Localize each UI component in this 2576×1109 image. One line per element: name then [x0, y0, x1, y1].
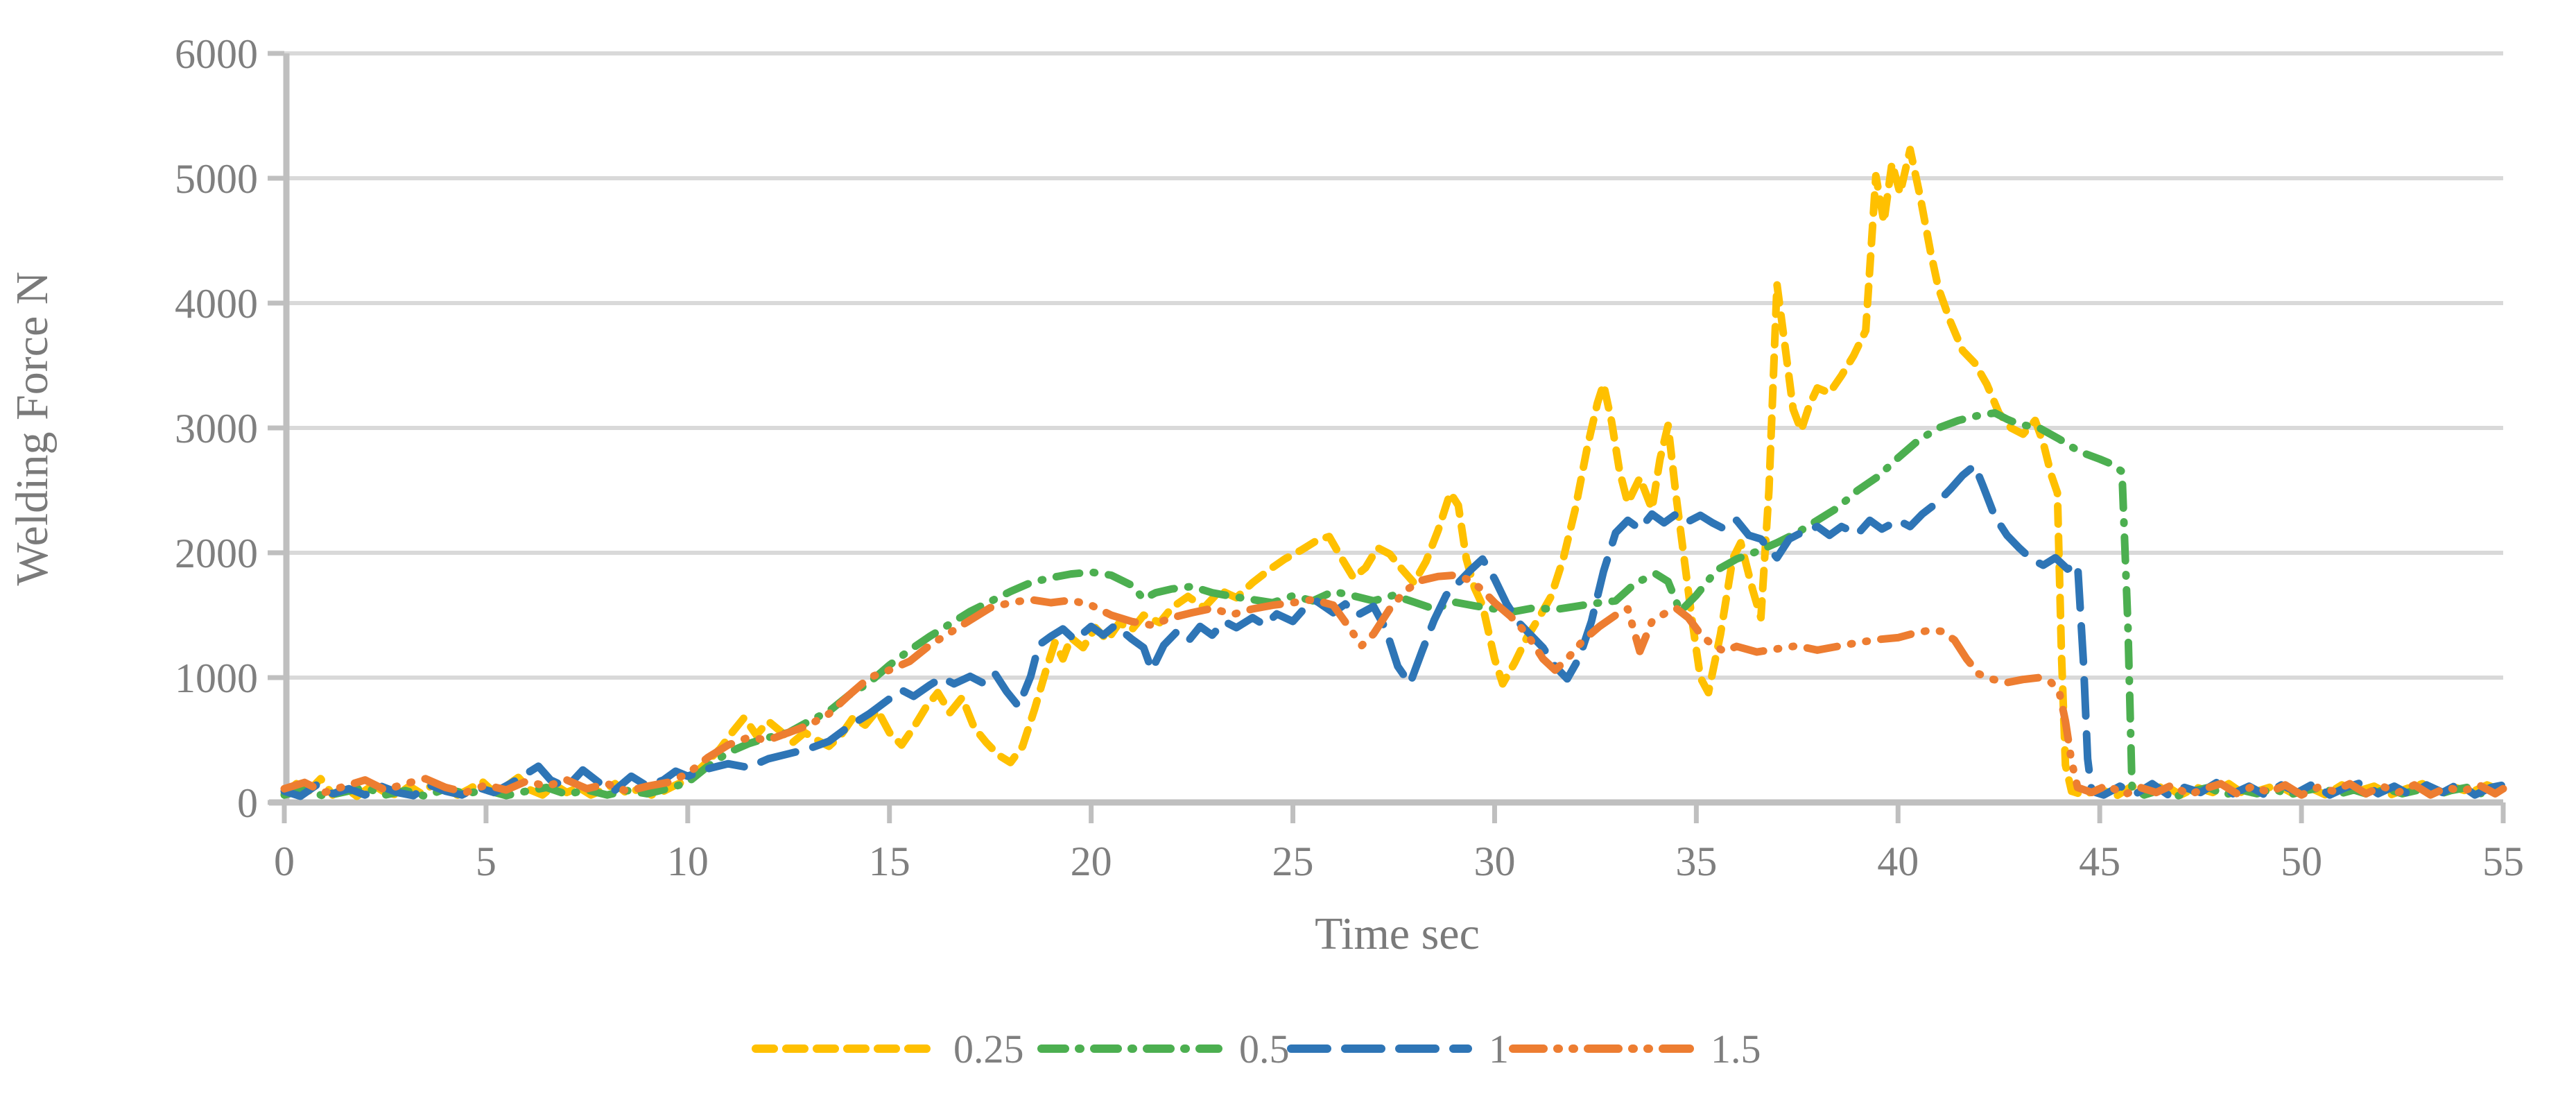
y-tick-label-5000: 5000 — [175, 156, 258, 202]
x-tick-label-0: 0 — [274, 839, 295, 884]
x-tick-label-10: 10 — [667, 839, 709, 884]
y-tick-label-2000: 2000 — [175, 531, 258, 576]
gridlines — [284, 51, 2503, 680]
legend-label-0.5: 0.5 — [1239, 1026, 1290, 1072]
x-tick-label-25: 25 — [1272, 839, 1314, 884]
tick-marks — [268, 51, 2506, 823]
series-line-1 — [280, 461, 2507, 800]
series-line-1.5 — [280, 571, 2507, 799]
y-tick-label-1000: 1000 — [175, 655, 258, 701]
series-line-0.5 — [280, 409, 2503, 800]
x-tick-label-35: 35 — [1675, 839, 1717, 884]
y-axis-title: Welding Force N — [7, 272, 58, 586]
legend-item-1: 1 — [1287, 1026, 1509, 1072]
x-tick-label-55: 55 — [2482, 839, 2524, 884]
x-axis-title: Time sec — [1315, 909, 1480, 959]
y-tick-label-0: 0 — [237, 780, 258, 826]
x-tick-label-45: 45 — [2079, 839, 2120, 884]
legend-item-0.25: 0.25 — [752, 1026, 1024, 1072]
y-tick-label-6000: 6000 — [175, 31, 258, 77]
x-tick-label-5: 5 — [476, 839, 496, 884]
tick-labels: 0 1000 2000 3000 4000 5000 6000 0 5 10 15 20 25 30 35 4… — [175, 31, 2524, 884]
x-tick-label-50: 50 — [2281, 839, 2322, 884]
legend-item-0.5: 0.5 — [1037, 1026, 1290, 1072]
y-tick-label-3000: 3000 — [175, 406, 258, 452]
series-lines — [280, 146, 2507, 800]
x-tick-label-20: 20 — [1071, 839, 1112, 884]
x-tick-label-40: 40 — [1877, 839, 1919, 884]
series-line-0.25 — [280, 146, 2507, 800]
legend-label-1: 1 — [1489, 1026, 1509, 1072]
legend-label-0.25: 0.25 — [953, 1026, 1024, 1072]
x-tick-label-30: 30 — [1473, 839, 1515, 884]
legend: 0.25 0.5 1 1.5 — [752, 1026, 1761, 1072]
axes — [269, 53, 2503, 806]
y-tick-label-4000: 4000 — [175, 281, 258, 327]
x-tick-label-15: 15 — [869, 839, 910, 884]
legend-label-1.5: 1.5 — [1711, 1026, 1761, 1072]
legend-item-1.5: 1.5 — [1509, 1026, 1761, 1072]
